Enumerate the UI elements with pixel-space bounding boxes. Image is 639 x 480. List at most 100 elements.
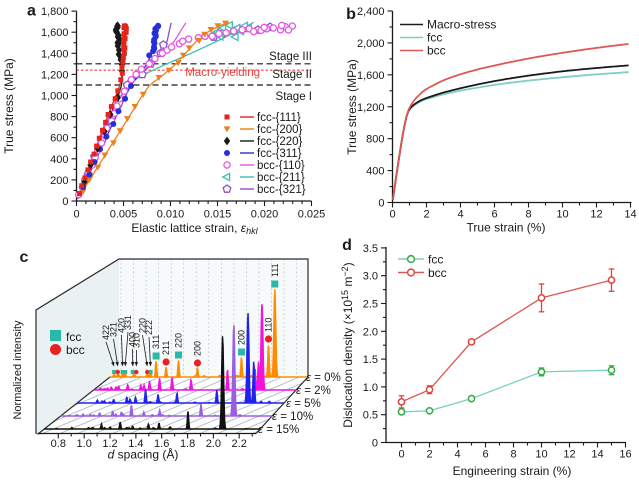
svg-text:0: 0 [389, 209, 395, 221]
svg-text:0.005: 0.005 [110, 209, 138, 221]
svg-text:12: 12 [590, 209, 602, 221]
svg-text:1.8: 1.8 [180, 438, 195, 450]
svg-text:10: 10 [535, 449, 547, 461]
svg-text:fcc: fcc [428, 253, 443, 267]
svg-text:321: 321 [109, 322, 119, 337]
svg-text:3.5: 3.5 [363, 243, 378, 255]
svg-text:fcc-{311}: fcc-{311} [257, 148, 302, 160]
svg-text:Stage I: Stage I [276, 91, 312, 103]
svg-text:ε = 2%: ε = 2% [296, 385, 331, 397]
svg-text:1,200: 1,200 [357, 102, 385, 114]
svg-text:0: 0 [62, 196, 68, 208]
svg-text:200: 200 [237, 330, 247, 345]
svg-text:fcc: fcc [66, 330, 81, 344]
svg-text:ε = 5%: ε = 5% [286, 398, 321, 410]
svg-text:ε = 0%: ε = 0% [306, 372, 341, 384]
svg-text:6: 6 [482, 449, 488, 461]
svg-text:10: 10 [556, 209, 568, 221]
svg-text:True stress (MPa): True stress (MPa) [2, 58, 16, 154]
svg-text:4: 4 [454, 449, 460, 461]
svg-text:211: 211 [161, 341, 171, 355]
svg-text:0.8: 0.8 [51, 438, 66, 450]
svg-text:Engineering strain (%): Engineering strain (%) [453, 464, 572, 478]
svg-text:1,200: 1,200 [41, 69, 69, 81]
svg-text:1.0: 1.0 [363, 382, 378, 394]
svg-text:1,000: 1,000 [41, 91, 69, 103]
svg-text:111: 111 [270, 263, 280, 277]
svg-text:8: 8 [525, 209, 531, 221]
svg-text:422: 422 [101, 325, 111, 340]
svg-text:0: 0 [378, 198, 384, 210]
svg-text:16: 16 [619, 449, 631, 461]
svg-text:bcc: bcc [428, 266, 447, 280]
svg-text:222: 222 [144, 320, 154, 335]
svg-text:400: 400 [50, 154, 68, 166]
svg-text:310: 310 [132, 333, 142, 348]
svg-text:1.2: 1.2 [102, 438, 117, 450]
svg-text:1.5: 1.5 [363, 354, 378, 366]
svg-text:0.015: 0.015 [204, 209, 232, 221]
svg-text:Stage III: Stage III [269, 51, 312, 63]
svg-text:1,800: 1,800 [41, 6, 69, 18]
svg-text:1,600: 1,600 [357, 70, 385, 82]
svg-text:2,000: 2,000 [357, 38, 385, 50]
svg-text:1.0: 1.0 [77, 438, 92, 450]
svg-text:200: 200 [193, 341, 203, 356]
svg-text:1.6: 1.6 [154, 438, 169, 450]
svg-text:Macro-stress: Macro-stress [427, 18, 496, 32]
svg-text:1,400: 1,400 [41, 48, 69, 60]
svg-text:14: 14 [591, 449, 603, 461]
svg-text:6: 6 [491, 209, 497, 221]
svg-text:14: 14 [624, 209, 636, 221]
svg-text:0.5: 0.5 [363, 410, 378, 422]
svg-text:Dislocation density (×1015 m−2: Dislocation density (×1015 m−2) [340, 262, 355, 427]
svg-text:0.020: 0.020 [251, 209, 279, 221]
svg-text:331: 331 [123, 315, 133, 330]
svg-text:1.4: 1.4 [128, 438, 143, 450]
svg-text:400: 400 [128, 332, 138, 347]
svg-text:Stage II: Stage II [272, 69, 312, 81]
svg-text:True strain (%): True strain (%) [467, 221, 546, 235]
svg-text:12: 12 [563, 449, 575, 461]
svg-text:d spacing (Å): d spacing (Å) [108, 447, 179, 462]
svg-text:400: 400 [366, 166, 384, 178]
svg-text:bcc: bcc [66, 343, 85, 357]
svg-text:2.0: 2.0 [206, 438, 221, 450]
svg-text:600: 600 [50, 133, 68, 145]
svg-text:a: a [27, 3, 36, 20]
svg-text:0: 0 [73, 209, 79, 221]
svg-text:b: b [346, 6, 356, 23]
svg-text:420: 420 [117, 318, 127, 333]
svg-text:Normalized intensity: Normalized intensity [12, 320, 24, 420]
svg-text:ε = 15%: ε = 15% [258, 424, 299, 436]
svg-text:311: 311 [151, 335, 161, 349]
svg-text:0.010: 0.010 [157, 209, 185, 221]
svg-text:fcc-{220}: fcc-{220} [257, 136, 303, 148]
svg-text:800: 800 [50, 112, 68, 124]
svg-text:2.0: 2.0 [363, 326, 378, 338]
svg-text:4: 4 [457, 209, 463, 221]
svg-text:bcc-{110}: bcc-{110} [257, 160, 305, 172]
svg-text:fcc-{200}: fcc-{200} [257, 124, 303, 136]
svg-text:2.5: 2.5 [363, 299, 378, 311]
svg-text:2: 2 [426, 449, 432, 461]
svg-text:d: d [342, 237, 352, 254]
svg-text:110: 110 [264, 318, 274, 332]
svg-text:bcc-{211}: bcc-{211} [257, 172, 305, 184]
svg-text:0: 0 [372, 438, 378, 450]
svg-text:fcc: fcc [427, 31, 442, 45]
svg-text:2.2: 2.2 [232, 438, 247, 450]
svg-text:800: 800 [366, 134, 384, 146]
svg-text:3.0: 3.0 [363, 271, 378, 283]
svg-text:200: 200 [50, 175, 68, 187]
svg-text:1,600: 1,600 [41, 27, 69, 39]
svg-text:2,400: 2,400 [357, 6, 385, 18]
svg-text:bcc: bcc [427, 44, 446, 58]
svg-text:True stress (MPa): True stress (MPa) [345, 59, 359, 155]
svg-text:Macro-yielding: Macro-yielding [185, 67, 260, 79]
svg-text:8: 8 [510, 449, 516, 461]
svg-text:220: 220 [138, 318, 148, 333]
svg-text:bcc-{321}: bcc-{321} [257, 184, 306, 196]
svg-text:0.025: 0.025 [298, 209, 326, 221]
svg-text:c: c [20, 249, 29, 266]
